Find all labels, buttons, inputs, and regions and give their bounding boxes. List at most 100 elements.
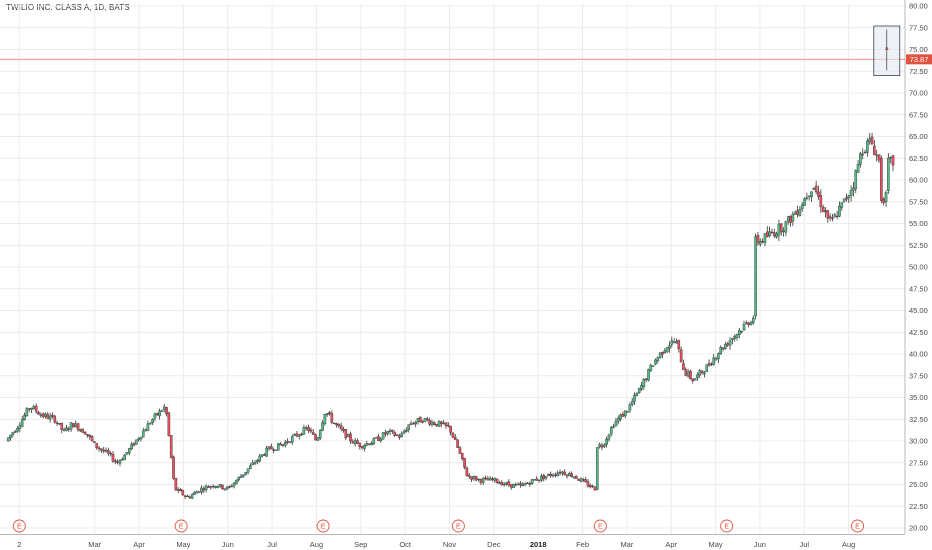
candle-body	[83, 432, 87, 435]
candle-body	[523, 483, 527, 485]
candle-body	[160, 410, 164, 412]
y-tick-label: 30.00	[909, 437, 928, 446]
candle-body	[870, 136, 874, 145]
candle-body	[30, 407, 33, 410]
candle-body	[582, 479, 585, 481]
candle-body	[388, 430, 392, 432]
candle-body	[25, 408, 29, 417]
candle-body	[533, 479, 536, 481]
candle-body	[689, 370, 692, 379]
candle-body	[679, 349, 683, 363]
candle-body	[798, 209, 802, 217]
candle-body	[542, 475, 546, 480]
candle-body	[204, 485, 208, 490]
y-tick-label: 40.00	[909, 350, 928, 359]
candle-body	[316, 437, 320, 441]
candle-body	[211, 485, 215, 488]
candle-body	[132, 443, 136, 446]
candle-body	[521, 483, 525, 487]
candle-body	[803, 198, 806, 206]
candle-body	[311, 432, 315, 435]
candle-body	[209, 486, 213, 488]
candle-body	[444, 422, 448, 426]
x-tick-label: Dec	[487, 540, 501, 549]
earnings-marker	[851, 519, 864, 533]
candle-body	[826, 210, 830, 219]
candle-body	[847, 195, 851, 199]
candle-body	[13, 431, 17, 433]
y-tick-label: 65.00	[909, 132, 928, 141]
candle-body	[260, 454, 264, 457]
candle-body	[72, 423, 75, 428]
candle-body	[409, 423, 413, 425]
candle-body	[428, 420, 431, 425]
candle-body	[856, 164, 860, 173]
candle-body	[484, 477, 487, 479]
candle-body	[703, 372, 706, 375]
candle-body	[714, 358, 718, 360]
candle-body	[137, 438, 140, 441]
candle-body	[435, 424, 438, 427]
candle-body	[332, 422, 336, 424]
candle-body	[283, 441, 287, 446]
candle-body	[6, 437, 10, 442]
candles	[6, 132, 895, 500]
candle-body	[663, 350, 667, 354]
candle-body	[456, 439, 459, 448]
candle-body	[391, 429, 394, 432]
candle-body	[717, 353, 720, 360]
candle-body	[335, 423, 338, 426]
candle-body	[44, 413, 47, 417]
candle-body	[644, 378, 648, 380]
candle-body	[628, 404, 632, 411]
earnings-label: E	[598, 524, 603, 531]
candle-body	[556, 472, 560, 476]
x-tick-label: Jul	[800, 540, 810, 549]
candle-body	[768, 231, 771, 237]
candle-body	[158, 410, 161, 417]
candle-body	[395, 434, 399, 436]
candle-body	[731, 338, 734, 340]
candle-body	[465, 467, 469, 477]
candle-body	[460, 452, 464, 459]
candle-body	[169, 435, 173, 458]
candle-body	[791, 213, 795, 222]
x-tick-label: Jul	[267, 540, 277, 549]
candle-body	[81, 428, 85, 433]
x-tick-label: Mar	[88, 540, 101, 549]
y-tick-label: 72.50	[909, 67, 928, 76]
candle-body	[437, 421, 441, 427]
candle-body	[449, 425, 452, 433]
candle-body	[339, 425, 343, 430]
earnings-label: E	[456, 524, 461, 531]
candle-body	[584, 479, 587, 483]
candle-body	[698, 370, 702, 376]
candle-body	[46, 414, 50, 419]
candle-body	[86, 434, 89, 436]
candle-body	[325, 413, 329, 415]
candle-body	[419, 416, 422, 423]
candle-body	[828, 216, 832, 219]
candle-body	[554, 474, 557, 476]
candle-body	[349, 433, 352, 442]
y-tick-label: 47.50	[909, 284, 928, 293]
candle-body	[770, 231, 774, 234]
candle-body	[586, 481, 590, 487]
candle-body	[328, 412, 331, 415]
candle-body	[307, 427, 310, 431]
candle-body	[18, 425, 22, 429]
candle-body	[398, 435, 401, 438]
candle-body	[186, 495, 189, 497]
candle-body	[453, 437, 457, 440]
candle-body	[547, 473, 550, 476]
candle-body	[887, 157, 890, 191]
x-tick-label: Apr	[133, 540, 145, 549]
candle-body	[146, 423, 150, 431]
earnings-marker	[451, 519, 465, 533]
candle-body	[256, 460, 259, 463]
candle-body	[125, 452, 129, 455]
candle-body	[274, 449, 278, 451]
candle-body	[344, 429, 348, 439]
candle-body	[842, 198, 846, 202]
